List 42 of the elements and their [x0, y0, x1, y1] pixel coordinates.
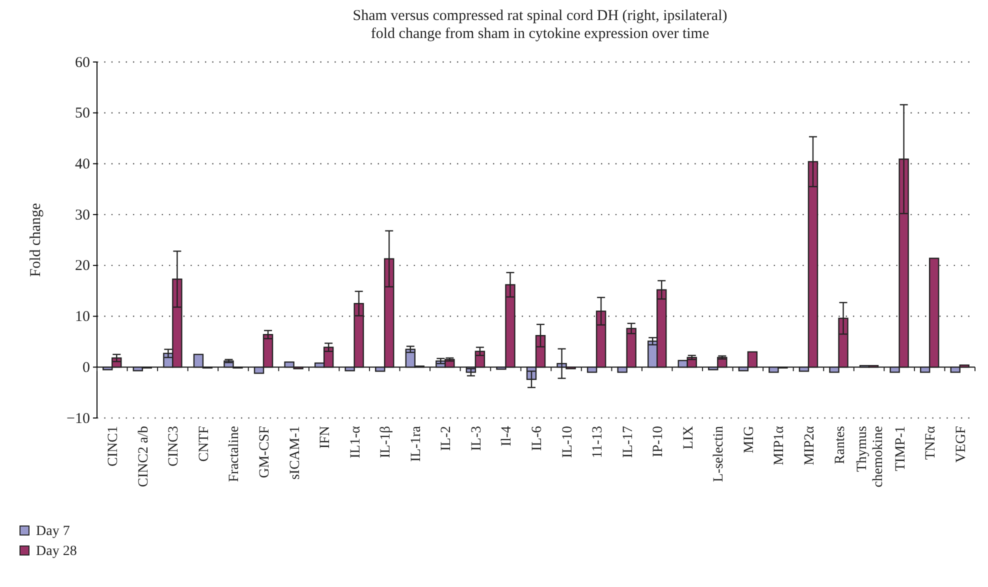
x-tick-label: IL-1β — [378, 426, 394, 458]
x-tick-label: CINC1 — [106, 426, 122, 466]
x-tick-label: IL-3 — [469, 426, 484, 451]
x-tick-label: CINC2 a/b — [136, 426, 152, 488]
x-tick-label: TIMP-1 — [893, 426, 908, 472]
y-tick-label: 60 — [75, 54, 90, 71]
x-tick-label: L-selectin — [712, 426, 727, 482]
y-tick-label: −10 — [66, 410, 90, 427]
x-tick-label: Thymus chemokine — [855, 426, 886, 488]
x-tick-label: IL-17 — [620, 426, 636, 458]
y-axis-title: Fold change — [28, 202, 44, 277]
x-tick-label: Fractaline — [227, 426, 242, 482]
x-tick-label: CNTF — [196, 426, 212, 462]
x-tick-label: IFN — [318, 426, 334, 449]
x-tick-label: GM-CSF — [258, 426, 273, 478]
y-tick-label: 0 — [82, 360, 90, 376]
x-tick-label: IL-10 — [560, 426, 576, 458]
y-tick-label: 30 — [75, 207, 90, 224]
x-tick-label: IL1-α — [348, 425, 364, 458]
x-tick-label: Il-4 — [500, 426, 515, 446]
x-tick-label: MIP1α — [772, 425, 788, 466]
x-tick-label: MIG — [742, 426, 757, 454]
chart-title: Sham versus compressed rat spinal cord DH (right, ipsilateral) — [352, 8, 728, 24]
x-tick-label: TNFα — [924, 425, 939, 460]
x-tick-label: VEGF — [954, 426, 969, 463]
x-tick-label: CINC3 — [166, 426, 182, 466]
y-tick-label: 10 — [75, 309, 90, 326]
x-tick-label: IL-6 — [530, 426, 545, 451]
x-tick-label: MIP2α — [802, 425, 818, 466]
y-tick-label: 50 — [75, 106, 90, 122]
x-tick-label: 11-13 — [590, 426, 606, 458]
y-tick-label: 20 — [75, 258, 90, 274]
chart-subtitle: fold change from sham in cytokine expression over time — [370, 26, 710, 42]
legend-label: Day 7 — [36, 524, 70, 539]
x-tick-label: IL-1ra — [408, 425, 424, 462]
x-tick-label: IP-10 — [651, 426, 666, 458]
legend-label: Day 28 — [36, 544, 77, 559]
x-tick-label: IL-2 — [439, 426, 454, 451]
x-tick-label: sICAM-1 — [288, 426, 303, 480]
x-tick-label: Rantes — [832, 426, 848, 464]
y-tick-label: 40 — [75, 156, 90, 173]
x-tick-label: LIX — [681, 426, 696, 450]
